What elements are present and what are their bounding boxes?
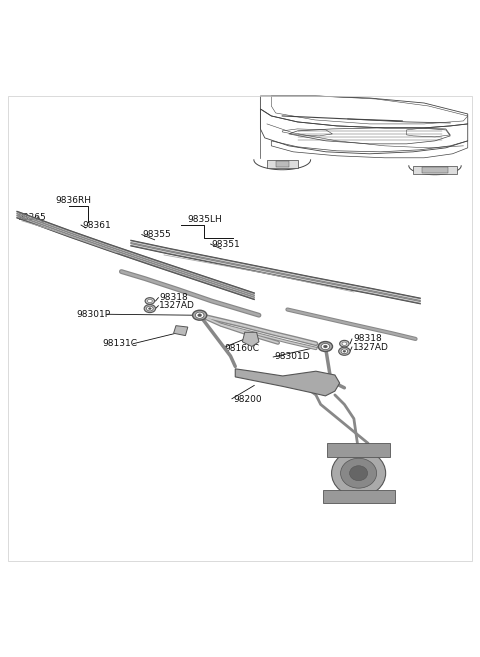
Ellipse shape [145,298,155,304]
Text: 98100: 98100 [344,484,373,493]
Ellipse shape [147,300,152,303]
Ellipse shape [332,450,385,497]
Ellipse shape [349,466,368,481]
Polygon shape [242,332,259,346]
Text: 98301D: 98301D [274,352,310,361]
Text: 98361: 98361 [82,221,111,229]
Ellipse shape [146,306,153,311]
Ellipse shape [342,342,347,346]
Bar [323,490,395,503]
Ellipse shape [324,345,327,348]
Bar [327,443,390,457]
Polygon shape [174,326,188,336]
Ellipse shape [343,350,346,352]
Text: 98160C: 98160C [225,344,260,353]
Ellipse shape [339,348,350,355]
Text: 9836RH: 9836RH [55,196,91,205]
Text: 98318: 98318 [159,293,188,302]
Ellipse shape [144,305,156,313]
Ellipse shape [341,459,377,488]
Text: 98200: 98200 [233,395,262,404]
Text: 98131C: 98131C [102,339,137,348]
Text: 98318: 98318 [353,334,382,344]
Ellipse shape [318,342,333,351]
Text: 1327AD: 1327AD [159,301,195,310]
Ellipse shape [192,310,207,320]
Polygon shape [267,160,298,168]
Ellipse shape [198,314,202,317]
Text: 1327AD: 1327AD [353,342,389,351]
Ellipse shape [340,340,349,347]
Text: 9835LH: 9835LH [188,215,223,224]
Ellipse shape [195,312,204,318]
Ellipse shape [341,349,348,353]
Text: 98351: 98351 [212,240,240,248]
Polygon shape [235,369,340,396]
Polygon shape [276,161,289,167]
Polygon shape [422,167,448,173]
Polygon shape [413,166,457,173]
Ellipse shape [321,344,330,350]
Text: 98355: 98355 [143,230,171,239]
Text: 98365: 98365 [17,212,46,221]
Ellipse shape [148,307,151,309]
Text: 98301P: 98301P [76,309,110,319]
